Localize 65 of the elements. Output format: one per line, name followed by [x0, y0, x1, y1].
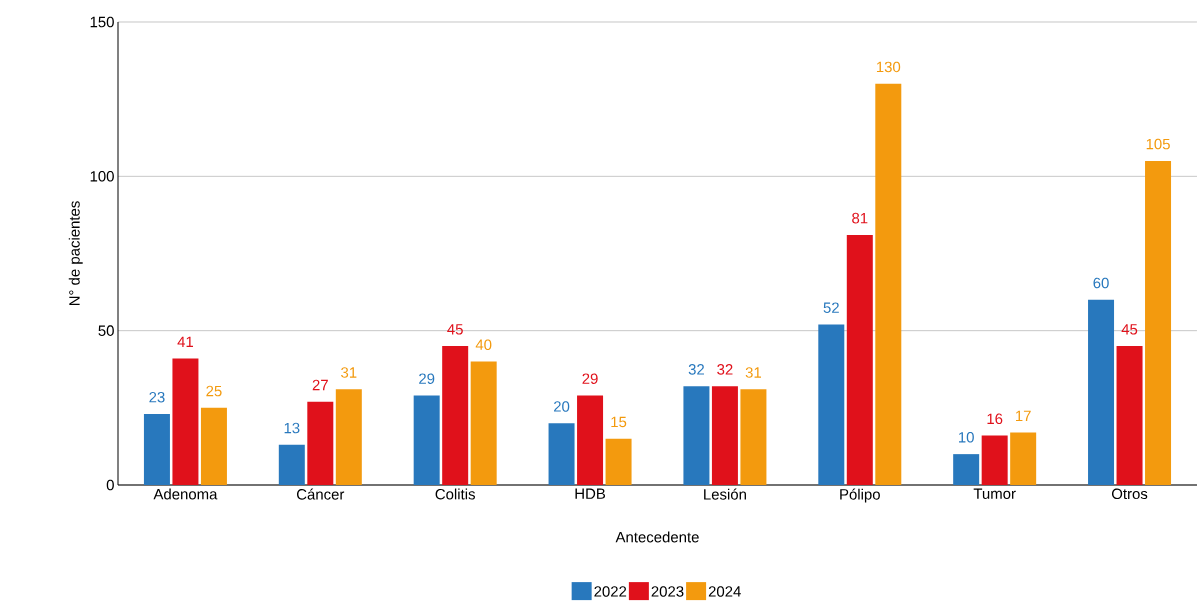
- x-tick-label: Pólipo: [840, 488, 880, 503]
- data-label: 31: [745, 367, 761, 378]
- bar: [953, 454, 980, 485]
- data-label: 13: [284, 422, 300, 434]
- bar: [413, 395, 440, 485]
- data-label: 32: [717, 364, 733, 375]
- data-label: 10: [959, 432, 974, 443]
- bar: [172, 358, 199, 485]
- y-axis-title: N° de pacientes: [68, 201, 83, 306]
- bar: [1116, 346, 1143, 485]
- y-tick-label: 100: [90, 171, 114, 182]
- data-label: 60: [1093, 277, 1109, 289]
- bar: [981, 435, 1008, 485]
- data-label: 29: [419, 373, 435, 384]
- data-label: 27: [312, 379, 328, 391]
- data-label: 130: [876, 61, 901, 73]
- bar: [442, 346, 469, 485]
- bar: [1145, 160, 1172, 485]
- bar: [143, 414, 170, 485]
- data-label: 40: [475, 339, 492, 351]
- bar: [548, 423, 575, 485]
- data-label: 41: [177, 336, 194, 347]
- y-tick-label: 0: [106, 479, 114, 491]
- data-label: 31: [341, 367, 357, 378]
- data-label: 23: [149, 391, 165, 403]
- data-label: 45: [1121, 324, 1138, 335]
- bar: [1088, 299, 1115, 485]
- y-tick-label: 150: [90, 16, 114, 28]
- data-label: 105: [1146, 138, 1170, 150]
- x-tick-label: Adenoma: [153, 488, 218, 500]
- bar: [711, 386, 738, 485]
- data-label: 16: [987, 413, 1003, 425]
- bar: [875, 83, 902, 485]
- bar: [200, 407, 227, 485]
- bar: [278, 444, 305, 485]
- bar: [577, 395, 604, 485]
- bar: [470, 361, 497, 485]
- data-label: 32: [688, 364, 704, 375]
- x-axis-title: Antecedente: [615, 531, 699, 543]
- legend-label: 2024: [708, 586, 741, 597]
- x-tick-label: HDB: [575, 488, 606, 499]
- x-tick-label: Tumor: [973, 488, 1016, 499]
- data-label: 20: [553, 401, 570, 412]
- data-label: 15: [611, 416, 627, 428]
- bar: [740, 389, 767, 485]
- y-tick-label: 50: [98, 325, 114, 336]
- data-label: 45: [447, 324, 463, 335]
- bar: [846, 234, 873, 485]
- data-label: 52: [823, 302, 839, 313]
- legend-label: 2023: [651, 586, 684, 597]
- bar: [307, 401, 334, 485]
- data-label: 81: [852, 212, 868, 224]
- bar: [1010, 432, 1037, 485]
- data-label: 29: [582, 373, 598, 384]
- data-label: 17: [1016, 410, 1031, 422]
- legend-label: 2022: [594, 586, 627, 597]
- x-tick-label: Lesión: [704, 488, 746, 500]
- data-label: 25: [206, 385, 222, 397]
- x-tick-label: Otros: [1111, 488, 1148, 500]
- bar: [683, 386, 710, 485]
- x-tick-label: Colitis: [435, 488, 475, 500]
- bar: [335, 389, 362, 485]
- bar: [818, 324, 845, 485]
- x-tick-label: Cáncer: [296, 488, 345, 500]
- bar: [605, 438, 632, 485]
